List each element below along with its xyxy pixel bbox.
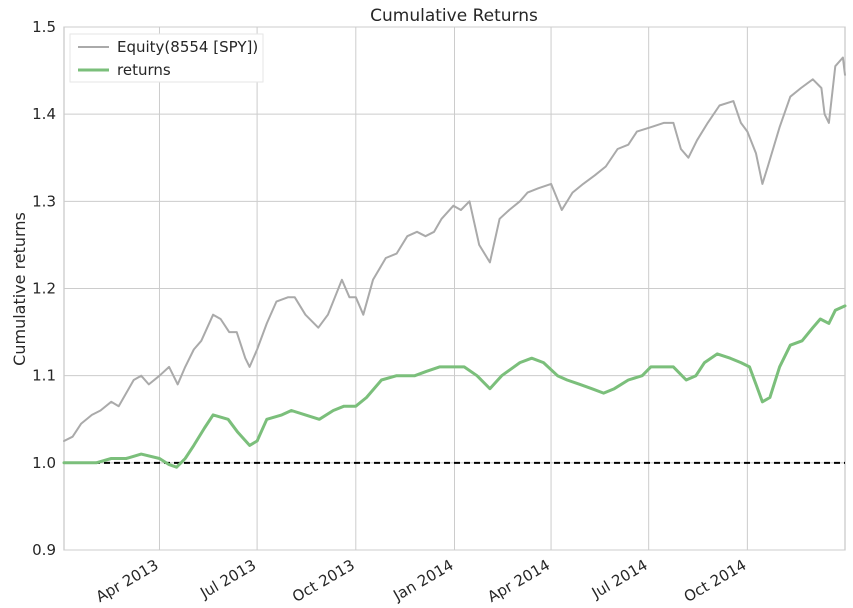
equity-series-line	[63, 56, 846, 442]
x-axis-ticks: Apr 2013 Jul 2013 Oct 2013 Jan 2014 Apr 2014…	[93, 556, 750, 606]
y-tick-label: 1.0	[32, 454, 56, 472]
legend-label-equity: Equity(8554 [SPY])	[117, 38, 258, 56]
legend: Equity(8554 [SPY]) returns	[69, 33, 264, 83]
x-tick-label: Oct 2014	[681, 556, 750, 606]
y-axis-label: Cumulative returns	[10, 212, 29, 366]
legend-label-returns: returns	[117, 61, 171, 79]
y-tick-label: 1.4	[32, 105, 56, 123]
series-lines	[62, 56, 847, 469]
x-tick-label: Jul 2014	[588, 556, 651, 603]
x-tick-label: Jan 2014	[389, 556, 456, 605]
x-tick-label: Oct 2013	[289, 556, 358, 606]
y-tick-label: 1.2	[32, 280, 56, 298]
y-tick-label: 1.1	[32, 367, 56, 385]
x-tick-label: Apr 2013	[93, 556, 162, 606]
y-tick-label: 0.9	[32, 541, 56, 559]
y-axis-ticks: 0.9 1.0 1.1 1.2 1.3 1.4 1.5	[32, 18, 56, 559]
x-tick-label: Jul 2013	[196, 556, 259, 603]
x-tick-label: Apr 2014	[484, 556, 553, 606]
chart-title: Cumulative Returns	[370, 6, 538, 26]
legend-box	[69, 33, 264, 83]
y-tick-label: 1.3	[32, 192, 56, 210]
y-tick-label: 1.5	[32, 18, 56, 36]
returns-series-line	[62, 304, 847, 469]
